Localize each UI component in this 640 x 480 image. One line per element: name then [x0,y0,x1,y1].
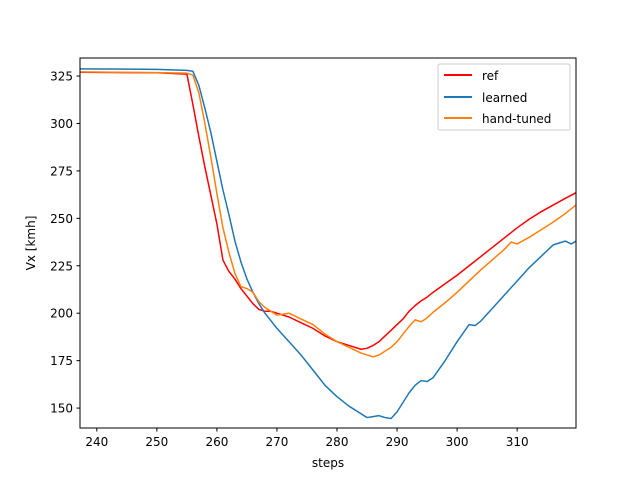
y-tick-label: 300 [50,117,73,131]
y-tick-label: 200 [50,307,73,321]
x-tick-label: 310 [506,435,529,449]
legend-label-learned: learned [482,91,527,105]
legend-box [437,63,571,131]
y-axis-label: Vx [kmh] [24,216,38,271]
x-axis: 240 250 260 270 280 290 300 310 [85,428,529,449]
x-tick-label: 280 [326,435,349,449]
y-tick-label: 225 [50,259,73,273]
x-tick-label: 290 [386,435,409,449]
y-axis: 150 175 200 225 250 275 300 325 [50,70,80,416]
x-tick-label: 300 [446,435,469,449]
series-layer [80,68,576,420]
y-tick-label: 275 [50,164,73,178]
x-tick-label: 270 [266,435,289,449]
series-line-hand-tuned [80,71,576,358]
legend: ref learned hand-tuned [437,63,571,131]
plot-frame [79,57,577,429]
y-tick-label: 250 [50,212,73,226]
series-line-learned [80,68,576,420]
legend-label-ref: ref [482,69,499,83]
legend-label-hand-tuned: hand-tuned [482,112,551,126]
x-tick-label: 260 [205,435,228,449]
y-tick-label: 175 [50,354,73,368]
x-axis-label: steps [312,456,344,470]
y-tick-label: 325 [50,70,73,84]
x-tick-label: 250 [145,435,168,449]
series-line-ref [80,71,576,351]
y-tick-label: 150 [50,402,73,416]
x-tick-label: 240 [85,435,108,449]
